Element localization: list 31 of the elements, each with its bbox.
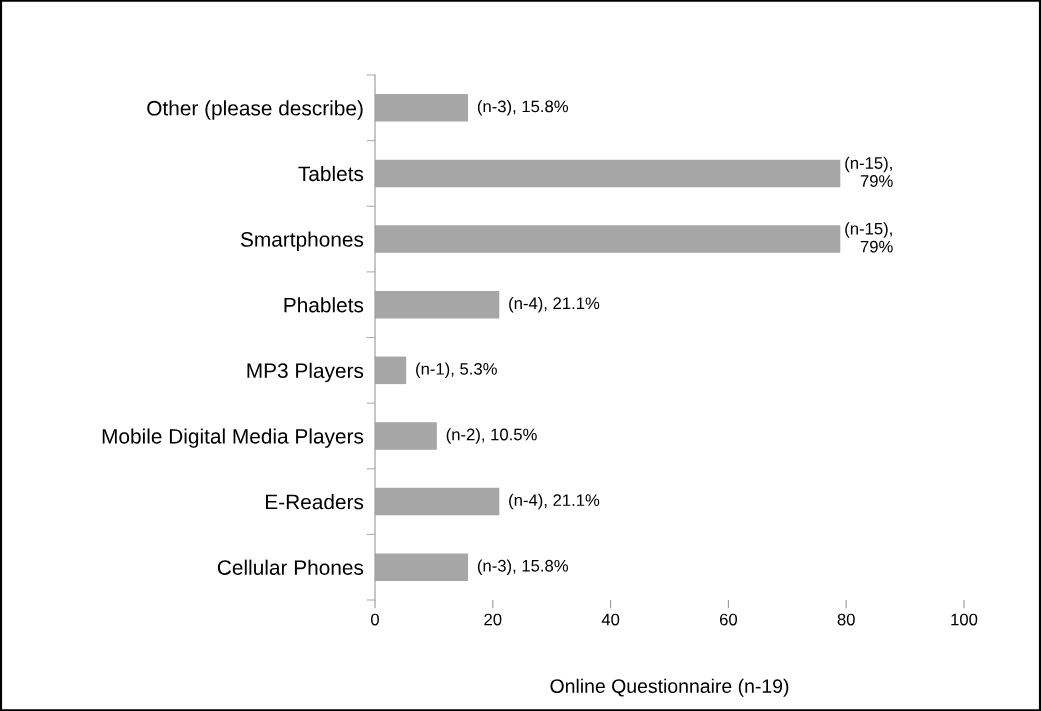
y-tick-label: Phablets	[284, 297, 364, 313]
x-tick-label: 80	[837, 613, 855, 626]
data-label: (n-15), 79%	[845, 156, 893, 187]
data-label: (n-2), 10.5%	[446, 428, 537, 444]
y-tick-label: Other (please describe)	[147, 100, 363, 120]
bar	[375, 553, 469, 581]
y-tick-label: Smartphones	[240, 231, 364, 251]
bar	[375, 487, 500, 516]
x-tick-label: 60	[719, 613, 738, 626]
bar	[375, 422, 437, 450]
data-label: (n-3), 15.8%	[477, 100, 569, 116]
x-tick-label: 40	[601, 613, 620, 626]
data-label: (n-4), 21.1%	[509, 296, 600, 313]
y-tick-label: MP3 Players	[247, 362, 364, 383]
y-tick-label: E-Readers	[266, 494, 364, 510]
bar	[375, 225, 841, 253]
x-axis-title: Online Questionnaire (n-19)	[550, 678, 789, 697]
data-label: (n-15), 79%	[845, 222, 893, 253]
bar	[375, 94, 469, 122]
y-tick-label: Tablets	[298, 165, 364, 182]
data-label: (n-1), 5.3%	[416, 362, 497, 379]
bar	[375, 290, 500, 319]
y-tick-label: Mobile Digital Media Players	[102, 428, 364, 448]
y-tick-label: Cellular Phones	[217, 559, 364, 575]
x-tick-label: 100	[951, 613, 978, 626]
x-tick-label: 20	[484, 613, 502, 626]
data-label: (n-4), 21.1%	[509, 493, 600, 510]
data-label: (n-3), 15.8%	[477, 559, 569, 575]
bar	[375, 159, 841, 188]
x-tick-label: 0	[371, 613, 379, 626]
bar	[375, 356, 407, 385]
